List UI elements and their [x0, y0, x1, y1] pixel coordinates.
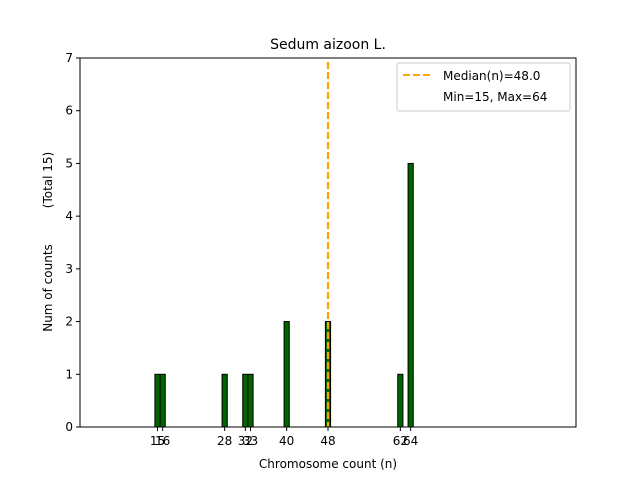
bar-28 [221, 373, 228, 428]
y-tick-label: 2 [65, 315, 73, 329]
y-tick-label: 4 [65, 209, 73, 223]
x-tick-label: 62 [393, 434, 408, 448]
bar-64 [407, 162, 414, 428]
x-tick-label: 15 [150, 434, 165, 448]
bar-62 [397, 373, 404, 428]
y-tick-label: 3 [65, 262, 73, 276]
x-tick-label: 48 [320, 434, 335, 448]
bar-32 [242, 373, 249, 428]
bar-16 [159, 373, 166, 428]
x-tick-label: 16 [155, 434, 170, 448]
y-tick-label: 0 [65, 420, 73, 434]
legend-range-label: Min=15, Max=64 [443, 90, 547, 104]
bar-40 [283, 321, 290, 428]
x-axis-label: Chromosome count (n) [259, 457, 397, 471]
y-tick-label: 6 [65, 104, 73, 118]
legend: Median(n)=48.0 Min=15, Max=64 [396, 62, 571, 112]
x-tick-label: 33 [243, 434, 258, 448]
legend-median-label: Median(n)=48.0 [443, 69, 540, 83]
x-tick-label: 64 [403, 434, 418, 448]
x-tick-label: 32 [238, 434, 253, 448]
y-axis-total-label: (Total 15) [41, 152, 55, 208]
y-axis-ticks: 0 1 2 3 4 5 6 7 [65, 51, 80, 434]
bar-33 [247, 373, 254, 428]
bars-layer [154, 162, 414, 428]
y-tick-label: 1 [65, 367, 73, 381]
y-tick-label: 5 [65, 156, 73, 170]
chart-title: Sedum aizoon L. [270, 37, 386, 53]
x-tick-label: 40 [279, 434, 294, 448]
legend-box [396, 62, 571, 112]
bar-15 [154, 373, 161, 428]
x-tick-label: 28 [217, 434, 232, 448]
y-axis-label: Num of counts [41, 244, 55, 332]
y-tick-label: 7 [65, 51, 73, 65]
